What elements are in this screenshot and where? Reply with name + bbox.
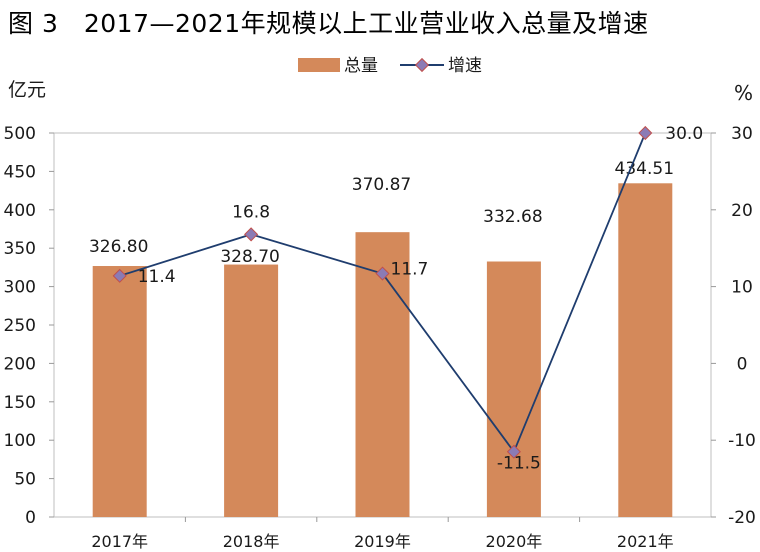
right-tick-label: 0 bbox=[737, 354, 748, 374]
right-axis-unit: % bbox=[734, 81, 753, 105]
left-tick-label: 500 bbox=[4, 124, 36, 144]
left-axis: 0 50 100 150 200 250 300 350 400 450 500 bbox=[4, 124, 54, 528]
x-tick-label: 2018年 bbox=[223, 532, 280, 551]
right-tick-label: 10 bbox=[731, 278, 753, 298]
line-point bbox=[112, 268, 127, 283]
x-tick-label: 2021年 bbox=[617, 532, 674, 551]
right-tick-label: 20 bbox=[731, 201, 753, 221]
left-tick-label: 400 bbox=[4, 201, 36, 221]
line-series bbox=[112, 125, 653, 459]
bar-value-label: 328.70 bbox=[220, 247, 279, 267]
line-value-label: 11.7 bbox=[391, 260, 429, 280]
left-tick-label: 250 bbox=[4, 316, 36, 336]
bar bbox=[224, 264, 279, 517]
legend-bar-label: 总量 bbox=[344, 56, 378, 76]
left-tick-label: 350 bbox=[4, 239, 36, 259]
right-axis: -20 -10 0 10 20 30 bbox=[711, 124, 756, 528]
right-tick-label: 30 bbox=[731, 124, 753, 144]
legend-bar-swatch bbox=[298, 58, 340, 72]
x-tick-label: 2019年 bbox=[354, 532, 411, 551]
bar-value-label: 370.87 bbox=[352, 175, 411, 195]
bar bbox=[92, 266, 147, 517]
chart-title: 图 3 2017—2021年规模以上工业营业收入总量及增速 bbox=[8, 9, 649, 38]
legend-line-marker-icon bbox=[414, 57, 430, 73]
bar-labels: 326.80 328.70 370.87 332.68 434.51 bbox=[89, 159, 674, 267]
bar-value-label: 326.80 bbox=[89, 237, 148, 257]
line-point bbox=[638, 125, 653, 141]
x-tick-label: 2020年 bbox=[486, 532, 543, 551]
left-tick-label: 450 bbox=[4, 162, 36, 182]
legend-line-label: 增速 bbox=[448, 56, 482, 76]
legend: 总量 增速 bbox=[298, 56, 482, 76]
left-axis-unit: 亿元 bbox=[8, 79, 46, 101]
bar-value-label: 332.68 bbox=[483, 207, 542, 227]
line-value-label: -11.5 bbox=[497, 454, 541, 474]
bar-series bbox=[92, 183, 673, 517]
x-tick-label: 2017年 bbox=[91, 532, 148, 551]
right-tick-label: -20 bbox=[728, 508, 756, 528]
bar-value-label: 434.51 bbox=[615, 159, 674, 179]
left-tick-label: 300 bbox=[4, 278, 36, 298]
bar bbox=[618, 183, 673, 517]
bar bbox=[486, 261, 541, 517]
line-value-label: 16.8 bbox=[232, 202, 270, 222]
line-value-label: 30.0 bbox=[665, 124, 703, 144]
left-tick-label: 100 bbox=[4, 431, 36, 451]
line-point bbox=[506, 444, 521, 459]
left-tick-label: 50 bbox=[14, 470, 36, 490]
line-point bbox=[375, 266, 390, 281]
line-value-label: 11.4 bbox=[138, 267, 176, 287]
left-tick-label: 0 bbox=[25, 508, 36, 528]
right-tick-label: -10 bbox=[728, 431, 756, 451]
left-tick-label: 200 bbox=[4, 354, 36, 374]
line-labels: 11.4 16.8 11.7 -11.5 30.0 bbox=[138, 124, 703, 474]
left-tick-label: 150 bbox=[4, 393, 36, 413]
x-axis: 2017年 2018年 2019年 2020年 2021年 bbox=[91, 517, 674, 551]
line-point bbox=[244, 227, 259, 242]
